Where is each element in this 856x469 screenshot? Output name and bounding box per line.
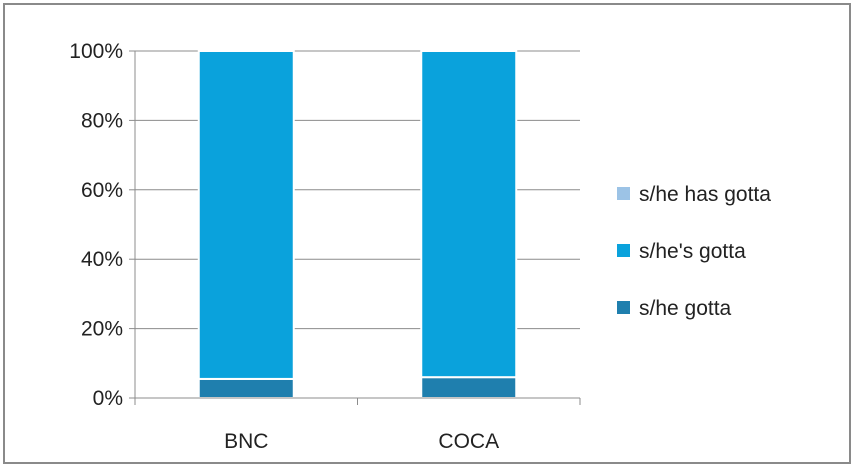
x-tick-label: BNC [224,430,268,453]
bars [197,50,518,400]
legend-label: s/he has gotta [639,183,771,206]
bar-segment [197,50,295,380]
x-tick-label: COCA [438,430,499,453]
stacked-bar-chart: 0% 20% 40% 60% 80% 100% BNC COCA s/he has gott… [69,40,771,453]
legend-label: s/he gotta [639,297,732,320]
legend-swatch [617,187,630,200]
x-axis-ticks: BNC COCA [224,430,499,453]
legend-label: s/he's gotta [639,240,746,263]
y-tick-label: 0% [93,387,123,410]
y-tick-label: 60% [81,179,123,202]
y-tick-label: 40% [81,248,123,271]
y-tick-label: 100% [69,40,123,63]
axes [129,50,581,405]
bar-segment [420,376,518,399]
legend-swatch [617,244,630,257]
y-tick-label: 80% [81,109,123,132]
y-tick-label: 20% [81,318,123,341]
y-axis-ticks: 0% 20% 40% 60% 80% 100% [69,40,123,410]
legend-swatch [617,301,630,314]
bar-segment [197,377,295,400]
bar-segment [420,50,518,379]
legend: s/he has gotta s/he's gotta s/he gotta [617,183,771,320]
chart-frame: 0% 20% 40% 60% 80% 100% BNC COCA s/he has gott… [3,3,851,464]
